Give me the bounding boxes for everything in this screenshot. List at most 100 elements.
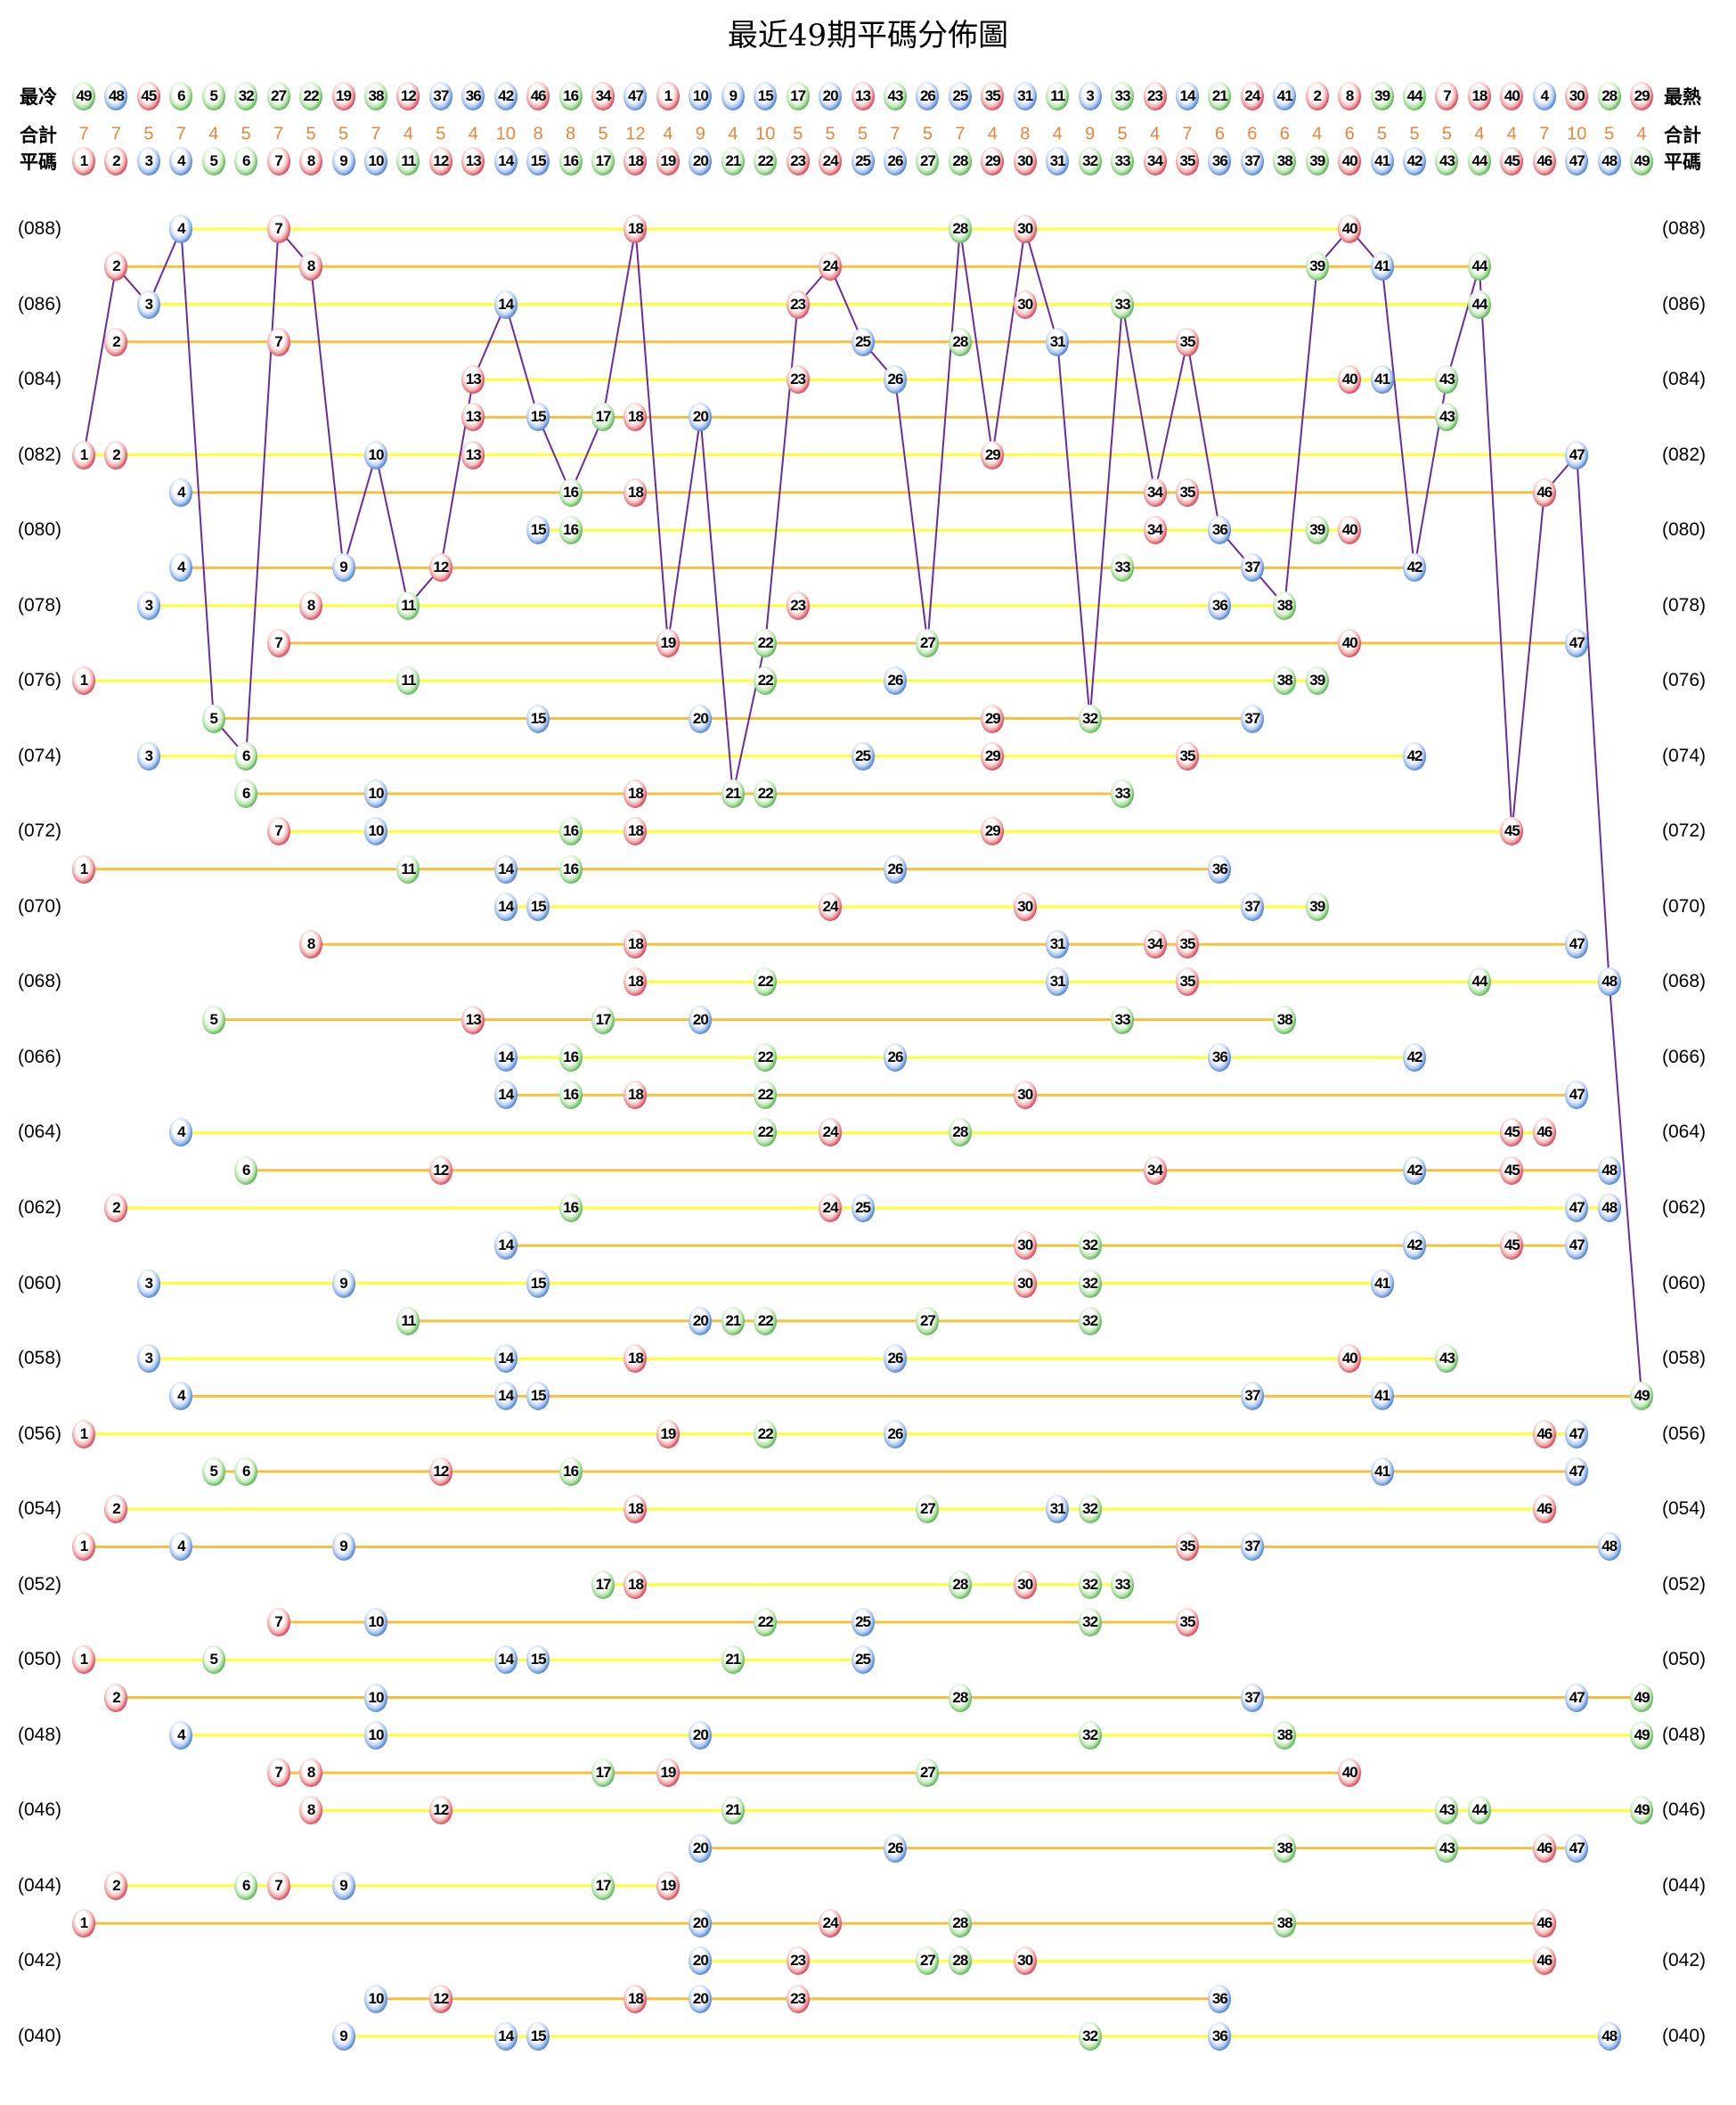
draw-ball: 47 xyxy=(1565,628,1589,657)
draw-ball: 40 xyxy=(1338,628,1362,657)
cold-hot-ball: 7 xyxy=(1435,82,1459,110)
draw-ball: 41 xyxy=(1370,1269,1394,1298)
period-label-right: (080) xyxy=(1662,519,1707,541)
draw-ball: 35 xyxy=(1175,477,1199,507)
draw-ball: 23 xyxy=(786,1946,810,1976)
period-label-right: (044) xyxy=(1662,1874,1707,1896)
draw-ball: 17 xyxy=(591,1570,615,1599)
draw-ball: 23 xyxy=(786,591,810,620)
draw-ball: 47 xyxy=(1565,1231,1589,1261)
draw-ball: 34 xyxy=(1143,1155,1167,1185)
draw-ball: 17 xyxy=(591,1871,615,1900)
period-label-left: (062) xyxy=(18,1197,62,1219)
draw-ball: 17 xyxy=(591,1005,615,1034)
period-label-right: (088) xyxy=(1662,218,1707,239)
draw-ball: 39 xyxy=(1305,666,1329,696)
draw-ball: 46 xyxy=(1532,477,1556,507)
total-count: 7 xyxy=(890,124,901,144)
draw-ball: 47 xyxy=(1565,1419,1589,1448)
draw-ball: 11 xyxy=(396,854,420,884)
period-label-right: (064) xyxy=(1662,1122,1707,1143)
period-label-left: (060) xyxy=(18,1272,62,1293)
draw-ball: 27 xyxy=(916,1306,940,1335)
period-label-right: (052) xyxy=(1662,1573,1707,1595)
header-number-ball: 32 xyxy=(1078,147,1102,175)
draw-ball: 48 xyxy=(1597,2021,1621,2051)
total-count: 7 xyxy=(955,124,966,144)
cold-hot-ball: 37 xyxy=(428,82,452,110)
draw-ball: 37 xyxy=(1240,704,1264,733)
draw-ball: 1 xyxy=(72,666,95,696)
period-label-left: (068) xyxy=(18,971,62,992)
draw-ball: 41 xyxy=(1370,1456,1394,1486)
draw-ball: 22 xyxy=(754,1419,778,1448)
draw-ball: 32 xyxy=(1078,1720,1102,1750)
cold-hot-ball: 36 xyxy=(461,82,485,110)
draw-ball: 47 xyxy=(1565,1194,1589,1223)
header-number-ball: 7 xyxy=(266,147,290,175)
cold-hot-ball: 47 xyxy=(623,82,648,110)
draw-ball: 20 xyxy=(689,704,713,733)
header-number-ball: 31 xyxy=(1046,147,1070,175)
period-label-left: (048) xyxy=(18,1724,62,1745)
cold-hot-ball: 35 xyxy=(981,82,1005,110)
draw-ball: 26 xyxy=(884,854,907,884)
draw-ball: 14 xyxy=(493,2021,518,2051)
period-label-left: (064) xyxy=(18,1122,62,1143)
draw-ball: 23 xyxy=(786,290,810,319)
total-count: 7 xyxy=(273,124,284,144)
period-label-right: (074) xyxy=(1662,745,1707,766)
draw-ball: 36 xyxy=(1208,1984,1232,2013)
header-number-ball: 13 xyxy=(461,147,485,175)
draw-ball: 36 xyxy=(1208,516,1232,545)
total-count: 8 xyxy=(566,124,576,144)
header-number-ball: 4 xyxy=(169,147,193,175)
header-number-ball: 42 xyxy=(1403,147,1427,175)
total-count: 4 xyxy=(663,124,673,144)
header-number-ball: 15 xyxy=(526,147,550,175)
draw-ball: 19 xyxy=(656,1758,680,1788)
draw-ball: 15 xyxy=(526,892,550,921)
draw-ball: 32 xyxy=(1078,1231,1102,1261)
draw-ball: 41 xyxy=(1370,365,1394,395)
draw-ball: 15 xyxy=(526,1382,550,1411)
cold-hot-ball: 33 xyxy=(1111,82,1135,110)
draw-ball: 22 xyxy=(754,666,778,696)
draw-ball: 39 xyxy=(1305,516,1329,545)
period-label-right: (078) xyxy=(1662,594,1707,616)
draw-ball: 13 xyxy=(461,365,485,395)
draw-ball: 5 xyxy=(201,1645,225,1675)
draw-ball: 4 xyxy=(169,1118,193,1147)
total-count: 5 xyxy=(436,124,446,144)
draw-ball: 6 xyxy=(234,1456,258,1486)
draw-ball: 19 xyxy=(656,1419,680,1448)
draw-ball: 36 xyxy=(1208,2021,1232,2051)
draw-ball: 24 xyxy=(819,1194,843,1223)
cold-hot-ball: 41 xyxy=(1273,82,1297,110)
chart-title: 最近49期平碼分佈圖 xyxy=(727,18,1009,53)
header-number-ball: 23 xyxy=(786,147,810,175)
total-count: 5 xyxy=(793,124,803,144)
draw-ball: 31 xyxy=(1046,967,1070,997)
draw-ball: 46 xyxy=(1532,1118,1556,1147)
draw-ball: 15 xyxy=(526,516,550,545)
cold-hot-ball: 23 xyxy=(1143,82,1167,110)
draw-ball: 19 xyxy=(656,628,680,657)
header-number-ball: 45 xyxy=(1500,147,1524,175)
draw-ball: 38 xyxy=(1273,1909,1297,1938)
header-number-ball: 17 xyxy=(591,147,615,175)
period-label-left: (056) xyxy=(18,1423,62,1444)
total-count: 4 xyxy=(1052,124,1063,144)
draw-ball: 18 xyxy=(623,1570,648,1599)
draw-ball: 7 xyxy=(266,1871,290,1900)
total-count: 8 xyxy=(1020,124,1031,144)
draw-ball: 22 xyxy=(754,1306,778,1335)
total-count: 5 xyxy=(338,124,349,144)
total-count: 5 xyxy=(240,124,251,144)
draw-ball: 33 xyxy=(1111,779,1135,809)
header-number-ball: 12 xyxy=(428,147,452,175)
draw-ball: 47 xyxy=(1565,1456,1589,1486)
period-label-left: (050) xyxy=(18,1649,62,1670)
draw-ball: 20 xyxy=(689,1005,713,1034)
draw-ball: 38 xyxy=(1273,1833,1297,1863)
